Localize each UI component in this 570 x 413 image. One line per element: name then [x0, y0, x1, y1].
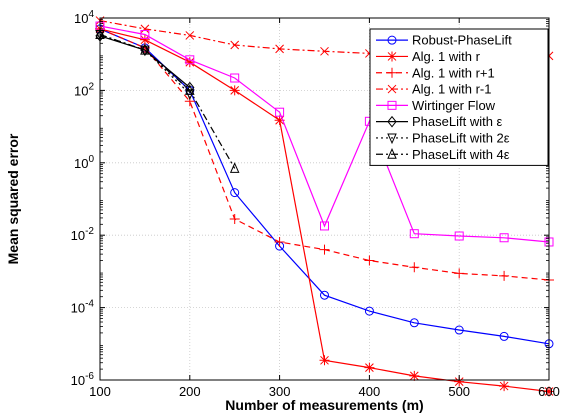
data-point [320, 46, 329, 56]
data-point [454, 376, 465, 387]
legend-box [369, 28, 549, 166]
data-point [499, 233, 509, 243]
series-4 [95, 21, 554, 247]
data-point [274, 236, 285, 247]
data-point [320, 221, 329, 231]
data-point [499, 270, 510, 281]
data-point [454, 268, 465, 279]
legend-label: PhaseLift with 2ε [412, 130, 510, 145]
legend-entry: Wirtinger Flow [376, 98, 496, 113]
y-tick-label: 100 [74, 154, 94, 171]
data-point [185, 84, 195, 95]
legend-label: Alg. 1 with r-1 [412, 82, 491, 97]
legend-label: Wirtinger Flow [412, 98, 496, 113]
y-tick-label: 10-2 [71, 226, 95, 243]
data-point [140, 24, 150, 34]
y-tick-label: 104 [74, 9, 94, 26]
data-point [230, 188, 240, 198]
legend-entry: PhaseLift with ε [376, 114, 503, 129]
data-point [387, 84, 397, 94]
data-point [544, 386, 554, 397]
legend-entry: Alg. 1 with r [376, 49, 481, 64]
legend-label: Robust-PhaseLift [412, 33, 512, 48]
y-tick-label: 102 [74, 81, 94, 98]
data-point [454, 231, 464, 241]
legend-entry: Alg. 1 with r+1 [376, 65, 495, 80]
legend-entry: PhaseLift with 2ε [376, 130, 510, 145]
data-point [139, 34, 150, 45]
series-line [99, 28, 550, 345]
data-point [387, 133, 397, 145]
data-point [364, 255, 375, 266]
data-point [387, 35, 397, 45]
legend-entry: PhaseLift with 4ε [376, 147, 510, 162]
data-point [409, 370, 420, 381]
data-point [319, 355, 330, 366]
series-group [95, 16, 554, 397]
data-point [275, 44, 284, 54]
x-tick-label: 300 [269, 384, 291, 399]
data-point [454, 325, 464, 335]
series-line [99, 33, 236, 169]
data-point [275, 107, 285, 117]
data-point [387, 115, 397, 128]
data-point [387, 148, 397, 159]
data-point [409, 318, 419, 328]
x-tick-label: 500 [448, 384, 470, 399]
data-point [229, 85, 240, 96]
data-point [140, 30, 150, 40]
legend-label: Alg. 1 with r [412, 49, 481, 64]
legend-label: PhaseLift with 4ε [412, 147, 510, 162]
data-point [274, 115, 285, 126]
data-point [409, 262, 420, 273]
data-point [387, 67, 397, 78]
x-tick-label: 200 [179, 384, 201, 399]
x-axis-title: Number of measurements (m) [225, 397, 423, 413]
data-point [409, 229, 419, 239]
data-point [230, 40, 240, 50]
data-point [499, 381, 510, 392]
data-point [184, 57, 195, 68]
x-tick-label: 600 [538, 384, 560, 399]
data-point [364, 362, 375, 373]
data-point [320, 290, 329, 300]
x-tick-label: 400 [359, 384, 381, 399]
data-point [229, 162, 240, 173]
plot-frame [99, 17, 550, 381]
series-line [99, 25, 550, 243]
ticks: 100 200 300 400 500 600 10-6 10-4 10-2 100 102 104 [71, 9, 560, 399]
data-point [185, 81, 195, 94]
y-tick-label: 10-4 [71, 299, 95, 316]
data-point [387, 51, 397, 62]
data-point [230, 73, 240, 83]
legend-entry: Robust-PhaseLift [376, 33, 512, 48]
data-point [319, 244, 330, 255]
data-point [140, 43, 150, 55]
legend-label: Alg. 1 with r+1 [412, 65, 495, 80]
data-point [387, 100, 397, 110]
data-point [499, 331, 509, 341]
data-point [364, 306, 374, 316]
data-point [229, 214, 240, 225]
y-axis-title: Mean squared error [5, 133, 21, 264]
data-point [185, 55, 195, 65]
legend-entry: Alg. 1 with r-1 [376, 82, 491, 97]
legend-label: PhaseLift with ε [412, 114, 503, 129]
data-point [185, 31, 195, 40]
x-tick-label: 100 [89, 384, 111, 399]
y-tick-label: 10-6 [71, 371, 95, 388]
